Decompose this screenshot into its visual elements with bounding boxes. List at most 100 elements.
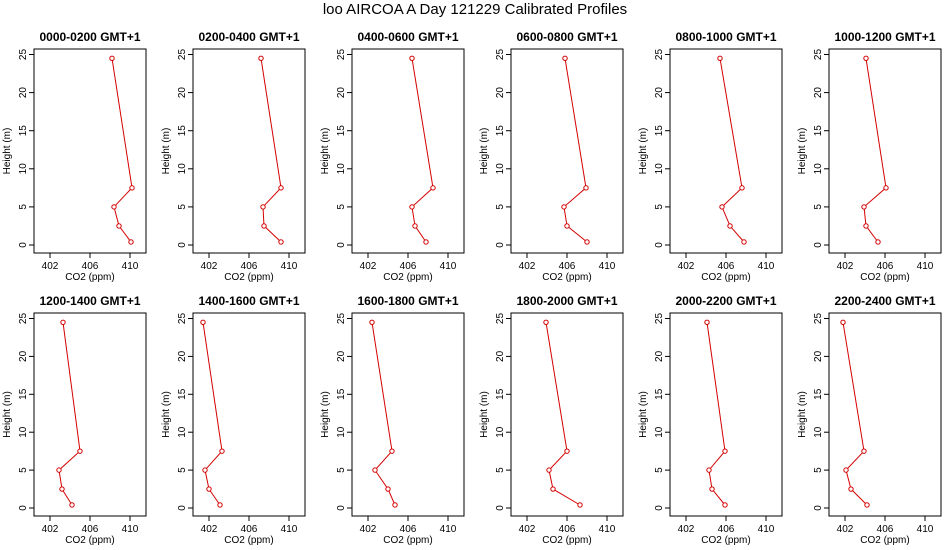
panel-3: 0400-0600 GMT+1 0 5 10 15 20 25 402 406 410 CO2 (p… <box>320 30 465 283</box>
y-tick-label: 25 <box>18 313 29 325</box>
y-axis-label: Height (m) <box>2 128 13 175</box>
panel-6: 1000-1200 GMT+1 0 5 10 15 20 25 402 406 410 CO2 (p… <box>797 30 942 283</box>
y-tick-label: 15 <box>813 388 824 400</box>
y-tick-label: 15 <box>18 388 29 400</box>
figure-title: loo AIRCOA A Day 121229 Calibrated Profi… <box>322 1 628 18</box>
y-tick-label: 20 <box>495 350 506 362</box>
y-tick-label: 10 <box>18 163 29 175</box>
panel-title: 2000-2200 GMT+1 <box>675 294 776 308</box>
data-point <box>258 55 264 62</box>
x-tick-label: 410 <box>122 524 139 535</box>
x-axis-label: CO2 (ppm) <box>542 272 591 283</box>
x-axis-label: CO2 (ppm) <box>65 272 114 283</box>
data-point <box>430 185 436 191</box>
co2-profile-line <box>371 322 396 506</box>
y-tick-label: 10 <box>336 426 347 438</box>
y-tick-label: 10 <box>813 163 824 175</box>
panel-11: 2000-2200 GMT+1 0 5 10 15 20 25 402 406 410 CO2 (p… <box>638 294 783 546</box>
panel-title: 2200-2400 GMT+1 <box>834 294 935 308</box>
data-point <box>409 55 415 62</box>
y-tick-label: 15 <box>177 388 188 400</box>
data-point <box>392 502 398 508</box>
x-tick-label: 406 <box>82 524 99 535</box>
x-tick-label: 402 <box>42 261 59 272</box>
data-point <box>217 502 223 508</box>
y-tick-label: 25 <box>336 49 347 61</box>
plot-frame <box>828 48 942 254</box>
y-tick-label: 15 <box>177 125 188 137</box>
data-point <box>709 486 715 492</box>
y-tick-label: 25 <box>813 49 824 61</box>
y-tick-label: 10 <box>654 426 665 438</box>
data-point <box>848 486 854 492</box>
co2-profile-line <box>260 58 282 243</box>
data-point <box>562 55 568 62</box>
y-tick-label: 20 <box>654 350 665 362</box>
panel-7: 1200-1400 GMT+1 0 5 10 15 20 25 402 406 410 CO2 (p… <box>2 294 147 546</box>
y-tick-label: 10 <box>813 426 824 438</box>
panel-1: 0000-0200 GMT+1 0 5 10 15 20 25 402 406 410 CO2 (p… <box>2 30 147 283</box>
plot-frame <box>192 48 306 254</box>
plot-frame <box>669 48 783 254</box>
y-tick-label: 10 <box>495 163 506 175</box>
data-point <box>583 185 589 191</box>
y-tick-label: 5 <box>813 467 824 473</box>
x-tick-label: 406 <box>877 524 894 535</box>
y-axis-label: Height (m) <box>797 391 808 438</box>
y-tick-label: 5 <box>813 204 824 210</box>
x-tick-label: 410 <box>599 524 616 535</box>
data-point <box>202 467 208 473</box>
data-point <box>111 204 117 210</box>
x-tick-label: 410 <box>917 524 934 535</box>
data-point <box>863 223 869 229</box>
data-point <box>389 448 395 454</box>
data-point <box>109 55 115 62</box>
y-tick-label: 0 <box>177 242 188 248</box>
x-axis-label: CO2 (ppm) <box>701 535 750 546</box>
x-tick-label: 410 <box>281 261 298 272</box>
panel-4: 0600-0800 GMT+1 0 5 10 15 20 25 402 406 410 CO2 (p… <box>479 30 624 283</box>
y-tick-label: 25 <box>654 313 665 325</box>
panel-title: 0000-0200 GMT+1 <box>39 30 140 44</box>
data-point <box>116 223 122 229</box>
y-axis-label: Height (m) <box>2 391 13 438</box>
y-axis-label: Height (m) <box>161 391 172 438</box>
panel-9: 1600-1800 GMT+1 0 5 10 15 20 25 402 406 410 CO2 (p… <box>320 294 465 546</box>
data-point <box>129 185 135 191</box>
x-tick-label: 406 <box>559 524 576 535</box>
y-tick-label: 20 <box>177 87 188 99</box>
y-tick-label: 15 <box>336 125 347 137</box>
y-tick-label: 5 <box>336 204 347 210</box>
x-axis-label: CO2 (ppm) <box>65 535 114 546</box>
data-point <box>739 185 745 191</box>
data-point <box>278 185 284 191</box>
x-axis-label: CO2 (ppm) <box>542 535 591 546</box>
x-tick-label: 402 <box>201 524 218 535</box>
y-axis-label: Height (m) <box>320 128 331 175</box>
data-point <box>260 204 266 210</box>
x-axis-label: CO2 (ppm) <box>701 272 750 283</box>
panel-5: 0800-1000 GMT+1 0 5 10 15 20 25 402 406 410 CO2 (p… <box>638 30 783 283</box>
data-point <box>69 502 75 508</box>
data-point <box>727 223 733 229</box>
y-axis-label: Height (m) <box>797 128 808 175</box>
plot-frame <box>33 48 147 254</box>
data-point <box>546 467 552 473</box>
y-tick-label: 15 <box>495 125 506 137</box>
x-tick-label: 402 <box>42 524 59 535</box>
plot-frame <box>669 312 783 517</box>
y-tick-label: 5 <box>654 204 665 210</box>
data-point <box>577 502 583 508</box>
data-point <box>883 185 889 191</box>
data-point <box>77 448 83 454</box>
y-tick-label: 0 <box>177 505 188 511</box>
plot-frame <box>192 312 306 517</box>
y-axis-label: Height (m) <box>161 128 172 175</box>
y-tick-label: 0 <box>18 242 29 248</box>
y-tick-label: 20 <box>813 350 824 362</box>
data-point <box>550 486 556 492</box>
y-tick-label: 5 <box>495 467 506 473</box>
y-axis-label: Height (m) <box>638 128 649 175</box>
x-axis-label: CO2 (ppm) <box>860 272 909 283</box>
x-tick-label: 402 <box>201 261 218 272</box>
